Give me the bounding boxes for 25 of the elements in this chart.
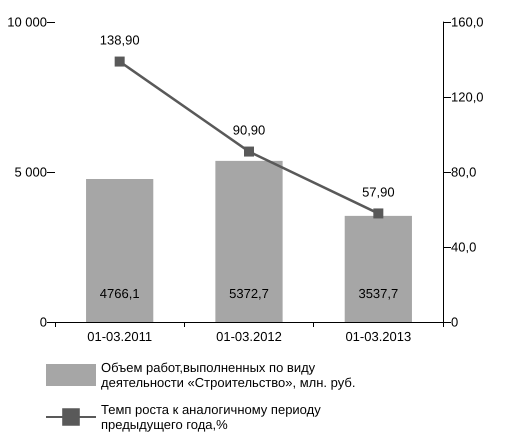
y-tick-label: 10 000: [7, 14, 47, 30]
point: [373, 208, 384, 218]
y2-tick-label: 40,0: [451, 240, 476, 254]
data-label: 3537,7: [358, 286, 398, 301]
y2-tick-label: 120,0: [451, 90, 484, 104]
x-tick-label: 01-03.2011: [87, 329, 152, 344]
data-label: 138,90: [100, 32, 140, 48]
bar: [344, 216, 412, 322]
point: [244, 146, 254, 157]
legend-label: Объем работ,выполненных по виду деятельности «Строительство», млн. руб.: [101, 360, 356, 390]
x-tick-label: 01-03.2012: [216, 329, 282, 344]
y-tick-label: 5 000: [14, 164, 47, 180]
bar: [86, 179, 154, 322]
legend-label: Темп роста к аналогичному периоду предыдущего года,%: [101, 402, 322, 432]
y2-tick-label: 80,0: [451, 164, 476, 180]
x-tick-label: 01-03.2013: [345, 329, 412, 344]
data-label: 90,90: [232, 122, 266, 138]
data-label: 5372,7: [229, 286, 269, 301]
bar: [215, 160, 283, 322]
y2-tick-label: 160,0: [451, 14, 484, 30]
data-label: 4766,1: [100, 286, 140, 301]
point: [114, 56, 125, 67]
y2-tick-label: 0: [451, 314, 458, 330]
data-label: 57,90: [362, 184, 395, 200]
y-tick-label: 0: [40, 314, 47, 330]
